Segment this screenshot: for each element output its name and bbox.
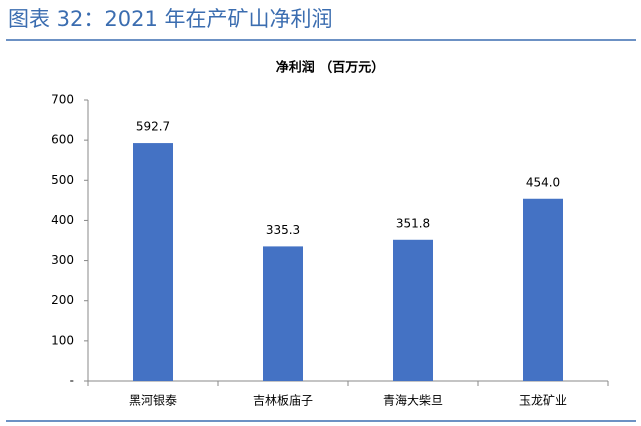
x-tick-label: 玉龙矿业: [519, 394, 567, 408]
value-label: 351.8: [396, 216, 430, 230]
y-tick-label: 500: [51, 173, 74, 187]
bar: [393, 239, 433, 381]
x-tick-label: 黑河银泰: [129, 394, 177, 408]
bar: [133, 143, 173, 381]
y-tick-label: 200: [51, 293, 74, 307]
y-tick-label: 600: [51, 133, 74, 147]
value-label: 454.0: [526, 175, 560, 189]
header-title: 图表 32：2021 年在产矿山净利润: [8, 7, 333, 31]
x-tick-label: 青海大柴旦: [383, 393, 443, 408]
y-tick-label: 100: [51, 333, 74, 347]
value-label: 592.7: [136, 120, 170, 134]
chart-title: 净利润 （百万元）: [276, 60, 385, 76]
bar: [263, 246, 303, 381]
y-tick-label: 300: [51, 253, 74, 267]
y-tick-label: 400: [51, 213, 74, 227]
y-tick-label: 700: [51, 93, 74, 107]
x-tick-label: 吉林板庙子: [253, 394, 313, 408]
value-label: 335.3: [266, 223, 300, 237]
bar: [523, 198, 563, 381]
y-tick-label: -: [70, 374, 74, 388]
